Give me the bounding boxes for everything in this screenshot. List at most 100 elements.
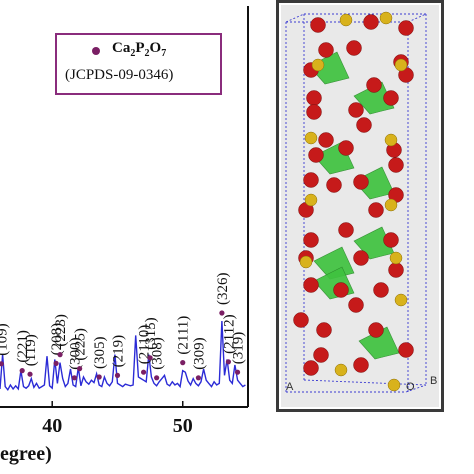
xrd-chart: 40 50(109) (221)(119) (208)(223)(300)(225)(…: [0, 6, 249, 437]
peak-marker: [0, 361, 4, 367]
calcium-atom: [304, 193, 318, 207]
peak-label: (300): [67, 337, 83, 370]
peak-marker: [225, 359, 232, 365]
oxygen-atom: [318, 42, 334, 58]
calcium-atom: [299, 255, 313, 269]
calcium-atom: [394, 293, 408, 307]
peak-label: (2110): [137, 325, 153, 364]
peak-label: (2111): [176, 316, 192, 355]
crystal-structure-panel: A O B: [276, 0, 444, 412]
peak-marker: [27, 371, 33, 377]
peak-label: (208): [49, 323, 65, 356]
oxygen-atom: [388, 157, 404, 173]
peak-label: (221): [15, 330, 31, 363]
oxygen-atom: [346, 40, 362, 56]
peak-marker: [147, 355, 153, 361]
peak-marker: [140, 369, 147, 375]
peak-label: (315): [143, 317, 159, 350]
legend-marker: [92, 47, 100, 55]
calcium-atom: [304, 131, 318, 145]
x-tick-label: 50: [173, 415, 193, 437]
peak-marker: [154, 375, 160, 381]
oxygen-atom: [348, 102, 364, 118]
unit-cell-diagram: A O B: [276, 0, 444, 412]
oxygen-atom: [333, 282, 349, 298]
peak-marker: [234, 369, 241, 375]
calcium-atom: [379, 11, 393, 25]
oxygen-atom: [363, 14, 379, 30]
oxygen-atom: [373, 282, 389, 298]
peak-marker: [19, 368, 25, 374]
peak-marker: [57, 352, 63, 358]
peak-marker: [53, 360, 59, 366]
oxygen-atom: [338, 140, 354, 156]
oxygen-atom: [383, 232, 399, 248]
oxygen-atom: [313, 347, 329, 363]
oxygen-atom: [388, 262, 404, 278]
oxygen-atom: [383, 90, 399, 106]
peak-marker: [114, 372, 121, 378]
peak-label: (305): [92, 337, 108, 370]
peak-label: (2112): [221, 314, 237, 353]
xrd-pattern-panel: 40 50 (109) (221) (119) (208) (223) (300) (225)(…: [0, 6, 249, 465]
oxygen-atom: [303, 232, 319, 248]
corner-label-a: A: [286, 381, 294, 393]
calcium-atom: [384, 198, 398, 212]
oxygen-atom: [303, 172, 319, 188]
peak-marker: [96, 374, 102, 380]
cell-edge: [303, 379, 427, 386]
oxygen-atom: [368, 322, 384, 338]
peak-label: (309): [191, 337, 207, 370]
peak-label: (219): [110, 335, 126, 368]
peak-label: (308): [150, 337, 166, 370]
peak-marker: [219, 310, 225, 316]
peak-marker: [180, 360, 186, 366]
cell-edge: [405, 384, 427, 393]
calcium-atom: [311, 58, 325, 72]
oxygen-atom: [303, 360, 319, 376]
oxygen-atom: [316, 322, 332, 338]
oxygen-atom: [398, 20, 414, 36]
oxygen-atom: [306, 104, 322, 120]
peak-label: (109): [0, 323, 10, 356]
corner-label-b: B: [430, 375, 437, 387]
oxygen-atom: [368, 202, 384, 218]
oxygen-atom: [398, 342, 414, 358]
oxygen-atom: [310, 17, 326, 33]
peak-marker: [71, 375, 77, 381]
oxygen-atom: [353, 250, 369, 266]
cell-edge: [285, 13, 305, 23]
peak-label: (223): [53, 314, 69, 347]
legend-box: Ca2P2O7 (JCPDS-09-0346): [55, 33, 222, 95]
oxygen-atom: [326, 177, 342, 193]
corner-label-o: O: [406, 381, 415, 393]
calcium-atom: [387, 378, 401, 392]
legend-reference: (JCPDS-09-0346): [65, 67, 174, 83]
oxygen-atom: [353, 174, 369, 190]
xrd-series-line: [0, 320, 246, 392]
x-axis-label: egree): [0, 443, 52, 465]
cell-edge: [407, 13, 427, 23]
oxygen-atom: [366, 77, 382, 93]
peak-marker: [195, 375, 201, 381]
calcium-atom: [339, 13, 353, 27]
calcium-atom: [389, 251, 403, 265]
legend-formula: Ca2P2O7: [112, 40, 167, 59]
peak-label: (326): [215, 273, 231, 306]
peak-label: (119): [23, 334, 39, 366]
oxygen-atom: [303, 277, 319, 293]
peak-label: (225): [73, 328, 89, 361]
oxygen-atom: [338, 222, 354, 238]
oxygen-atom: [318, 132, 334, 148]
oxygen-atom: [306, 90, 322, 106]
oxygen-atom: [308, 147, 324, 163]
x-tick-label: 40: [42, 415, 62, 437]
calcium-atom: [384, 133, 398, 147]
calcium-atom: [334, 363, 348, 377]
oxygen-atom: [348, 297, 364, 313]
peak-marker: [77, 366, 83, 372]
peak-label: (319): [231, 332, 247, 365]
calcium-atom: [394, 58, 408, 72]
atoms: [293, 11, 414, 392]
